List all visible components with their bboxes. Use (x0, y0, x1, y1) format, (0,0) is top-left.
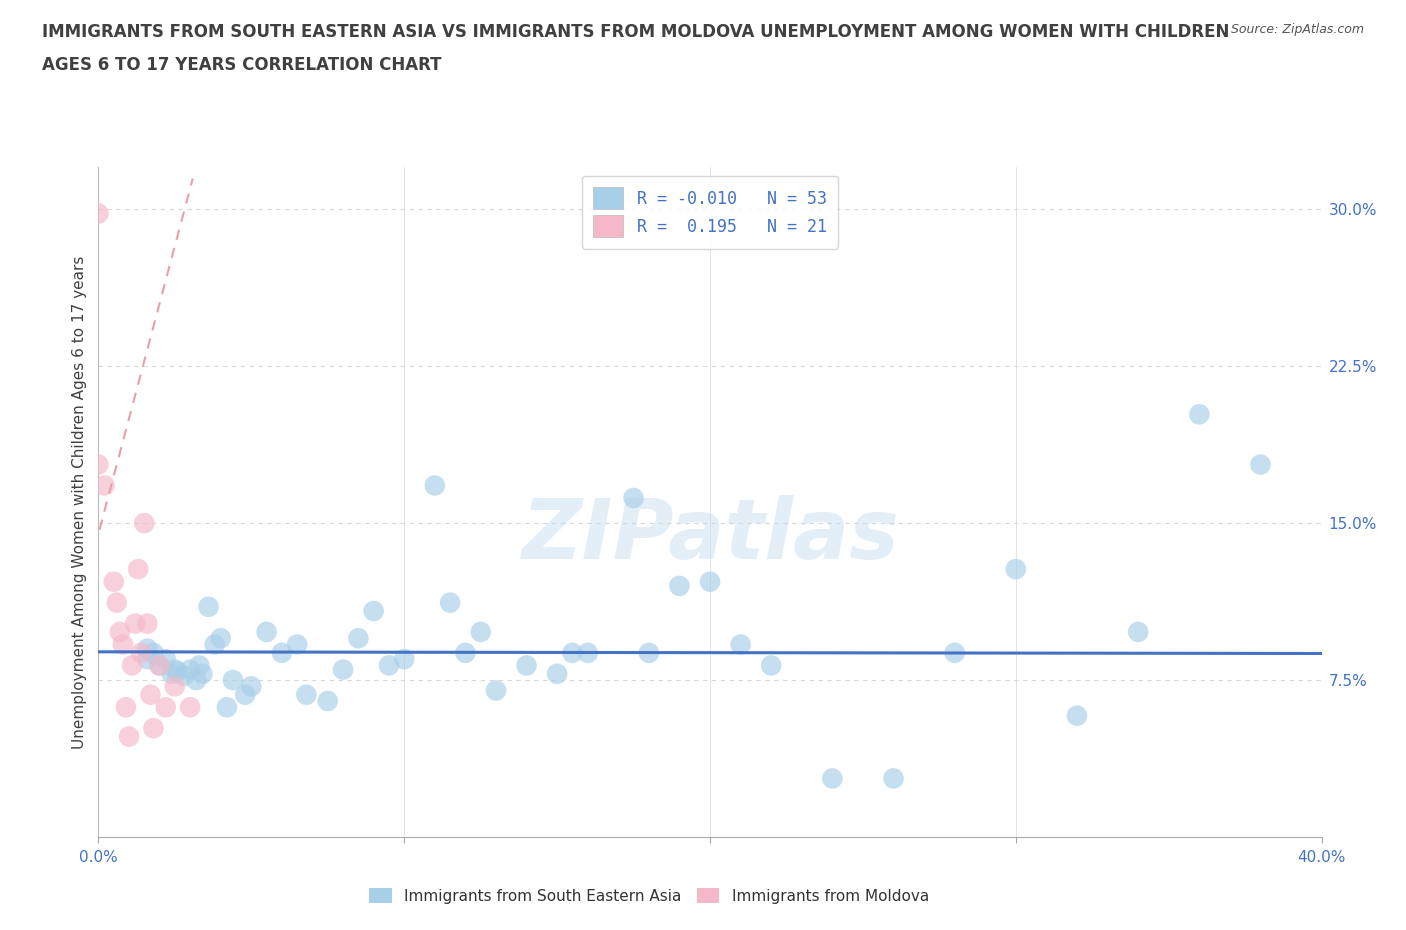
Point (149, 658, 172, 673)
Point (233, 687, 256, 702)
Point (270, 645, 292, 660)
Text: AGES 6 TO 17 YEARS CORRELATION CHART: AGES 6 TO 17 YEARS CORRELATION CHART (42, 56, 441, 73)
Point (136, 617, 159, 631)
Point (204, 637, 226, 652)
Point (134, 516, 156, 531)
Point (576, 645, 599, 660)
Point (105, 595, 128, 610)
Point (423, 478, 446, 493)
Point (136, 642, 159, 657)
Point (699, 575, 721, 590)
Point (378, 658, 401, 673)
Point (1004, 562, 1026, 577)
Point (637, 645, 661, 660)
Text: Source: ZipAtlas.com: Source: ZipAtlas.com (1230, 23, 1364, 36)
Point (561, 645, 583, 660)
Point (332, 662, 354, 677)
Point (1128, 625, 1150, 640)
Point (142, 721, 165, 736)
Point (470, 625, 492, 640)
Point (392, 652, 416, 667)
Point (186, 672, 208, 687)
Point (883, 771, 905, 786)
Legend: Immigrants from South Eastern Asia, Immigrants from Moldova: Immigrants from South Eastern Asia, Immi… (363, 882, 935, 910)
Point (730, 637, 752, 652)
Point (668, 578, 690, 593)
Point (821, 771, 844, 786)
Point (136, 652, 159, 667)
Point (285, 637, 308, 652)
Point (127, 562, 149, 577)
Point (363, 604, 385, 618)
Point (179, 700, 201, 715)
Point (118, 729, 141, 744)
Point (139, 687, 162, 702)
Point (167, 664, 190, 679)
Point (111, 637, 134, 652)
Text: ZIPatlas: ZIPatlas (522, 495, 898, 577)
Point (173, 669, 195, 684)
Point (121, 658, 143, 673)
Point (347, 631, 370, 645)
Point (87, 458, 110, 472)
Point (149, 658, 172, 673)
Point (163, 679, 186, 694)
Point (215, 700, 238, 715)
Point (316, 694, 339, 709)
Point (759, 658, 782, 673)
Point (439, 595, 461, 610)
Point (129, 645, 152, 660)
Point (295, 687, 318, 702)
Point (124, 617, 146, 631)
Point (103, 575, 125, 590)
Point (256, 625, 278, 640)
Y-axis label: Unemployment Among Women with Children Ages 6 to 17 years: Unemployment Among Women with Children A… (72, 256, 87, 749)
Point (179, 662, 201, 677)
Point (191, 667, 214, 682)
Point (188, 658, 211, 673)
Point (87, 206, 110, 221)
Point (197, 600, 219, 615)
Point (516, 658, 538, 673)
Point (1249, 458, 1271, 472)
Point (1188, 407, 1211, 422)
Point (240, 679, 263, 694)
Text: IMMIGRANTS FROM SOUTH EASTERN ASIA VS IMMIGRANTS FROM MOLDOVA UNEMPLOYMENT AMONG: IMMIGRANTS FROM SOUTH EASTERN ASIA VS IM… (42, 23, 1230, 41)
Point (93, 478, 115, 493)
Point (108, 625, 131, 640)
Point (546, 667, 568, 682)
Point (155, 700, 177, 715)
Point (115, 700, 138, 715)
Point (1066, 709, 1088, 724)
Point (160, 667, 183, 682)
Point (943, 645, 966, 660)
Point (485, 683, 508, 698)
Point (163, 662, 186, 677)
Point (155, 652, 177, 667)
Point (222, 672, 245, 687)
Point (623, 491, 645, 506)
Point (209, 631, 232, 645)
Point (142, 645, 165, 660)
Point (454, 645, 477, 660)
